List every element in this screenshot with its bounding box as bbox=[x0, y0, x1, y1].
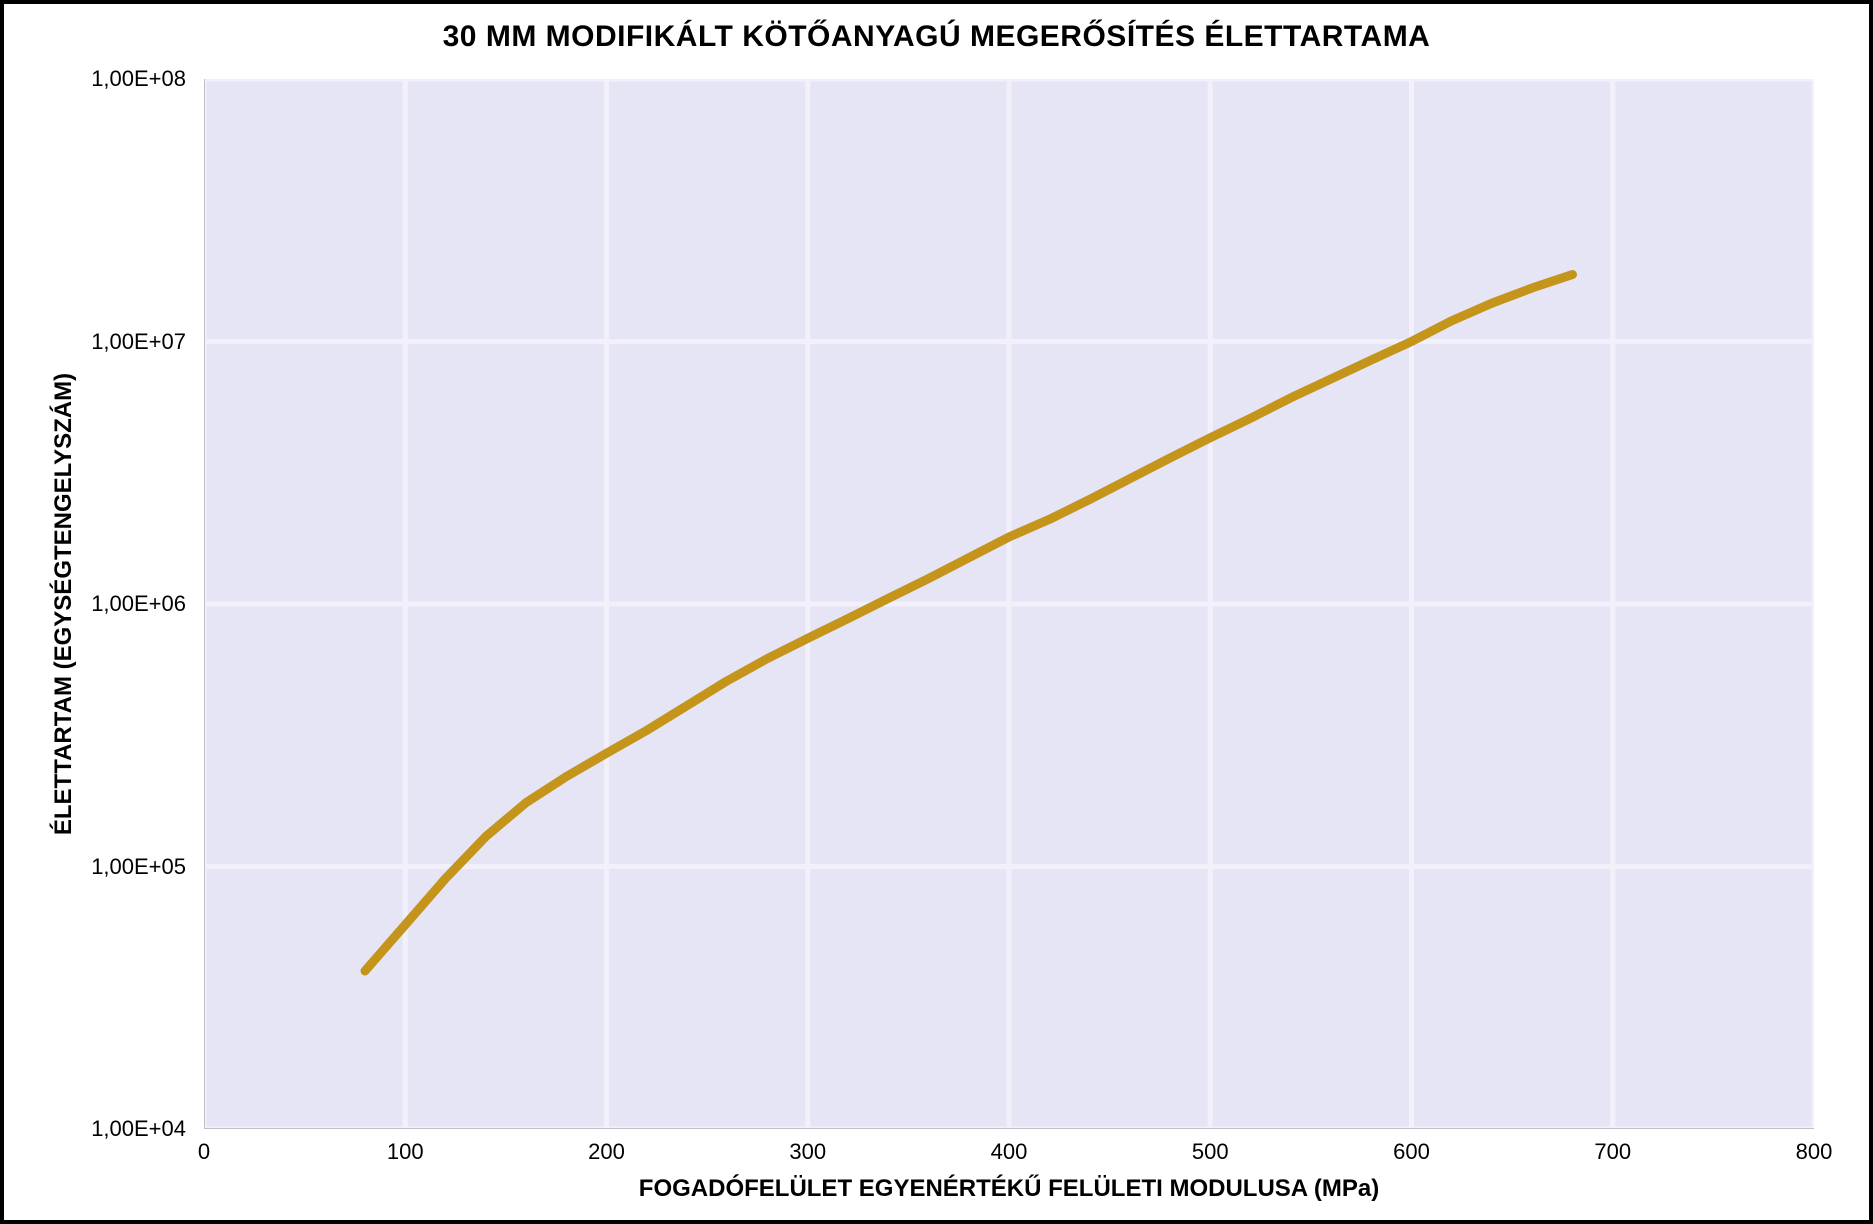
x-tick-label: 800 bbox=[1794, 1139, 1834, 1165]
y-tick-label: 1,00E+04 bbox=[91, 1116, 186, 1142]
y-tick-label: 1,00E+06 bbox=[91, 591, 186, 617]
x-axis-label: FOGADÓFELÜLET EGYENÉRTÉKŰ FELÜLETI MODUL… bbox=[204, 1175, 1814, 1203]
x-tick-label: 500 bbox=[1190, 1139, 1230, 1165]
chart-title: 30 MM MODIFIKÁLT KÖTŐANYAGÚ MEGERŐSÍTÉS … bbox=[4, 20, 1869, 54]
x-tick-label: 400 bbox=[989, 1139, 1029, 1165]
plot-area bbox=[204, 79, 1814, 1129]
y-axis-label: ÉLETTARTAM (EGYSÉGTENGELYSZÁM) bbox=[50, 79, 78, 1129]
x-tick-label: 600 bbox=[1392, 1139, 1432, 1165]
y-tick-label: 1,00E+08 bbox=[91, 66, 186, 92]
x-tick-label: 200 bbox=[587, 1139, 627, 1165]
y-tick-label: 1,00E+07 bbox=[91, 329, 186, 355]
x-tick-label: 0 bbox=[184, 1139, 224, 1165]
chart-frame: 30 MM MODIFIKÁLT KÖTŐANYAGÚ MEGERŐSÍTÉS … bbox=[0, 0, 1873, 1224]
x-tick-label: 700 bbox=[1593, 1139, 1633, 1165]
x-tick-label: 100 bbox=[385, 1139, 425, 1165]
y-tick-label: 1,00E+05 bbox=[91, 854, 186, 880]
x-tick-label: 300 bbox=[788, 1139, 828, 1165]
